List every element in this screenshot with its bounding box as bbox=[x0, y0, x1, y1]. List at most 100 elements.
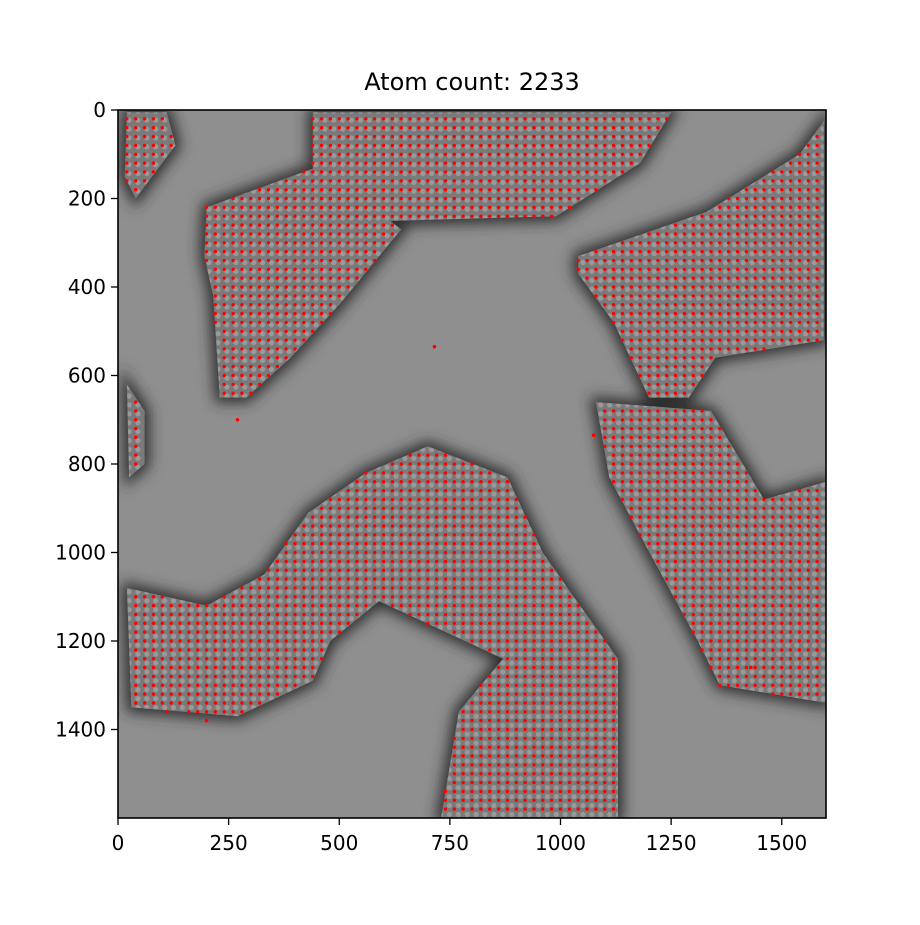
atom-point bbox=[275, 692, 279, 696]
atom-point bbox=[762, 533, 766, 537]
atom-point bbox=[585, 772, 589, 776]
atom-point bbox=[142, 692, 147, 696]
atom-point bbox=[735, 541, 740, 546]
atom-point bbox=[443, 506, 448, 510]
atom-point bbox=[337, 497, 341, 502]
atom-point bbox=[788, 524, 793, 528]
atom-point bbox=[249, 276, 253, 280]
atom-point bbox=[222, 303, 226, 307]
atom-point bbox=[567, 692, 572, 696]
atom-point bbox=[735, 506, 740, 510]
atom-point bbox=[426, 471, 430, 475]
atom-point bbox=[488, 736, 492, 741]
atom-point bbox=[337, 241, 341, 245]
atom-point bbox=[293, 665, 297, 670]
atom-point bbox=[656, 382, 660, 387]
atom-point bbox=[523, 701, 527, 705]
atom-point bbox=[771, 665, 775, 670]
atom-point bbox=[603, 736, 607, 741]
atom-point bbox=[594, 692, 598, 696]
atom-point bbox=[797, 258, 802, 263]
atom-point bbox=[673, 462, 678, 466]
atom-point bbox=[284, 595, 288, 599]
atom-point bbox=[700, 311, 704, 316]
atom-point bbox=[656, 258, 660, 263]
atom-point bbox=[576, 789, 580, 794]
atom-point bbox=[771, 612, 775, 617]
atom-point bbox=[558, 595, 563, 599]
atom-point bbox=[240, 683, 244, 687]
atom-point bbox=[479, 736, 483, 741]
atom-point bbox=[815, 241, 819, 245]
atom-point bbox=[709, 249, 713, 254]
atom-point bbox=[673, 435, 678, 440]
atom-point bbox=[629, 267, 633, 271]
atom-point bbox=[558, 205, 563, 209]
atom-point bbox=[523, 648, 527, 652]
atom-point bbox=[257, 205, 262, 209]
atom-point bbox=[514, 586, 518, 590]
atom-point bbox=[488, 170, 492, 174]
atom-point bbox=[514, 727, 518, 732]
atom-point bbox=[355, 550, 359, 555]
atom-point bbox=[744, 595, 749, 599]
atom-point bbox=[638, 506, 642, 510]
atom-point bbox=[744, 347, 749, 351]
atom-point bbox=[753, 559, 757, 564]
atom-point bbox=[505, 736, 510, 741]
atom-point bbox=[780, 648, 784, 652]
atom-point bbox=[797, 276, 802, 280]
atom-point bbox=[257, 373, 262, 378]
atom-point bbox=[399, 214, 403, 218]
atom-point bbox=[735, 657, 740, 661]
atom-point bbox=[302, 533, 306, 537]
atom-point bbox=[771, 541, 775, 546]
atom-point bbox=[726, 444, 731, 448]
atom-point bbox=[496, 533, 501, 537]
atom-point bbox=[231, 232, 235, 236]
atom-point bbox=[788, 497, 793, 502]
atom-point bbox=[762, 524, 766, 528]
atom-point bbox=[691, 232, 695, 236]
atom-point bbox=[443, 471, 448, 475]
atom-point bbox=[656, 409, 660, 413]
atom-point bbox=[567, 683, 572, 687]
atom-point bbox=[558, 710, 563, 714]
atom-point bbox=[142, 657, 147, 661]
atom-point bbox=[718, 524, 722, 528]
atom-point bbox=[753, 311, 757, 316]
atom-point bbox=[319, 232, 324, 236]
atom-point bbox=[311, 223, 315, 227]
atom-point bbox=[381, 471, 386, 475]
atom-point bbox=[426, 577, 430, 581]
atom-point bbox=[576, 612, 580, 617]
atom-point bbox=[771, 170, 775, 174]
atom-point bbox=[815, 205, 819, 209]
atom-point bbox=[700, 329, 704, 333]
atom-point bbox=[204, 205, 209, 209]
atom-point bbox=[673, 276, 678, 280]
atom-point bbox=[293, 586, 297, 590]
atom-point bbox=[134, 639, 138, 643]
atom-point bbox=[496, 745, 501, 749]
atom-point bbox=[488, 480, 492, 484]
atom-point bbox=[806, 683, 810, 687]
atom-point bbox=[700, 506, 704, 510]
atom-point bbox=[549, 674, 554, 679]
atom-point bbox=[656, 418, 660, 422]
atom-point bbox=[381, 170, 386, 174]
atom-point bbox=[213, 665, 217, 670]
atom-point bbox=[196, 674, 200, 679]
atom-point bbox=[815, 320, 819, 325]
atom-point bbox=[293, 630, 297, 634]
atom-point bbox=[222, 347, 226, 351]
atom-point bbox=[567, 780, 572, 785]
atom-point bbox=[726, 639, 731, 643]
atom-point bbox=[311, 143, 315, 148]
atom-point bbox=[470, 497, 474, 502]
atom-point bbox=[240, 258, 244, 263]
atom-point bbox=[235, 418, 240, 422]
atom-point bbox=[355, 143, 359, 148]
atom-point bbox=[443, 462, 448, 466]
atom-point bbox=[682, 276, 687, 280]
